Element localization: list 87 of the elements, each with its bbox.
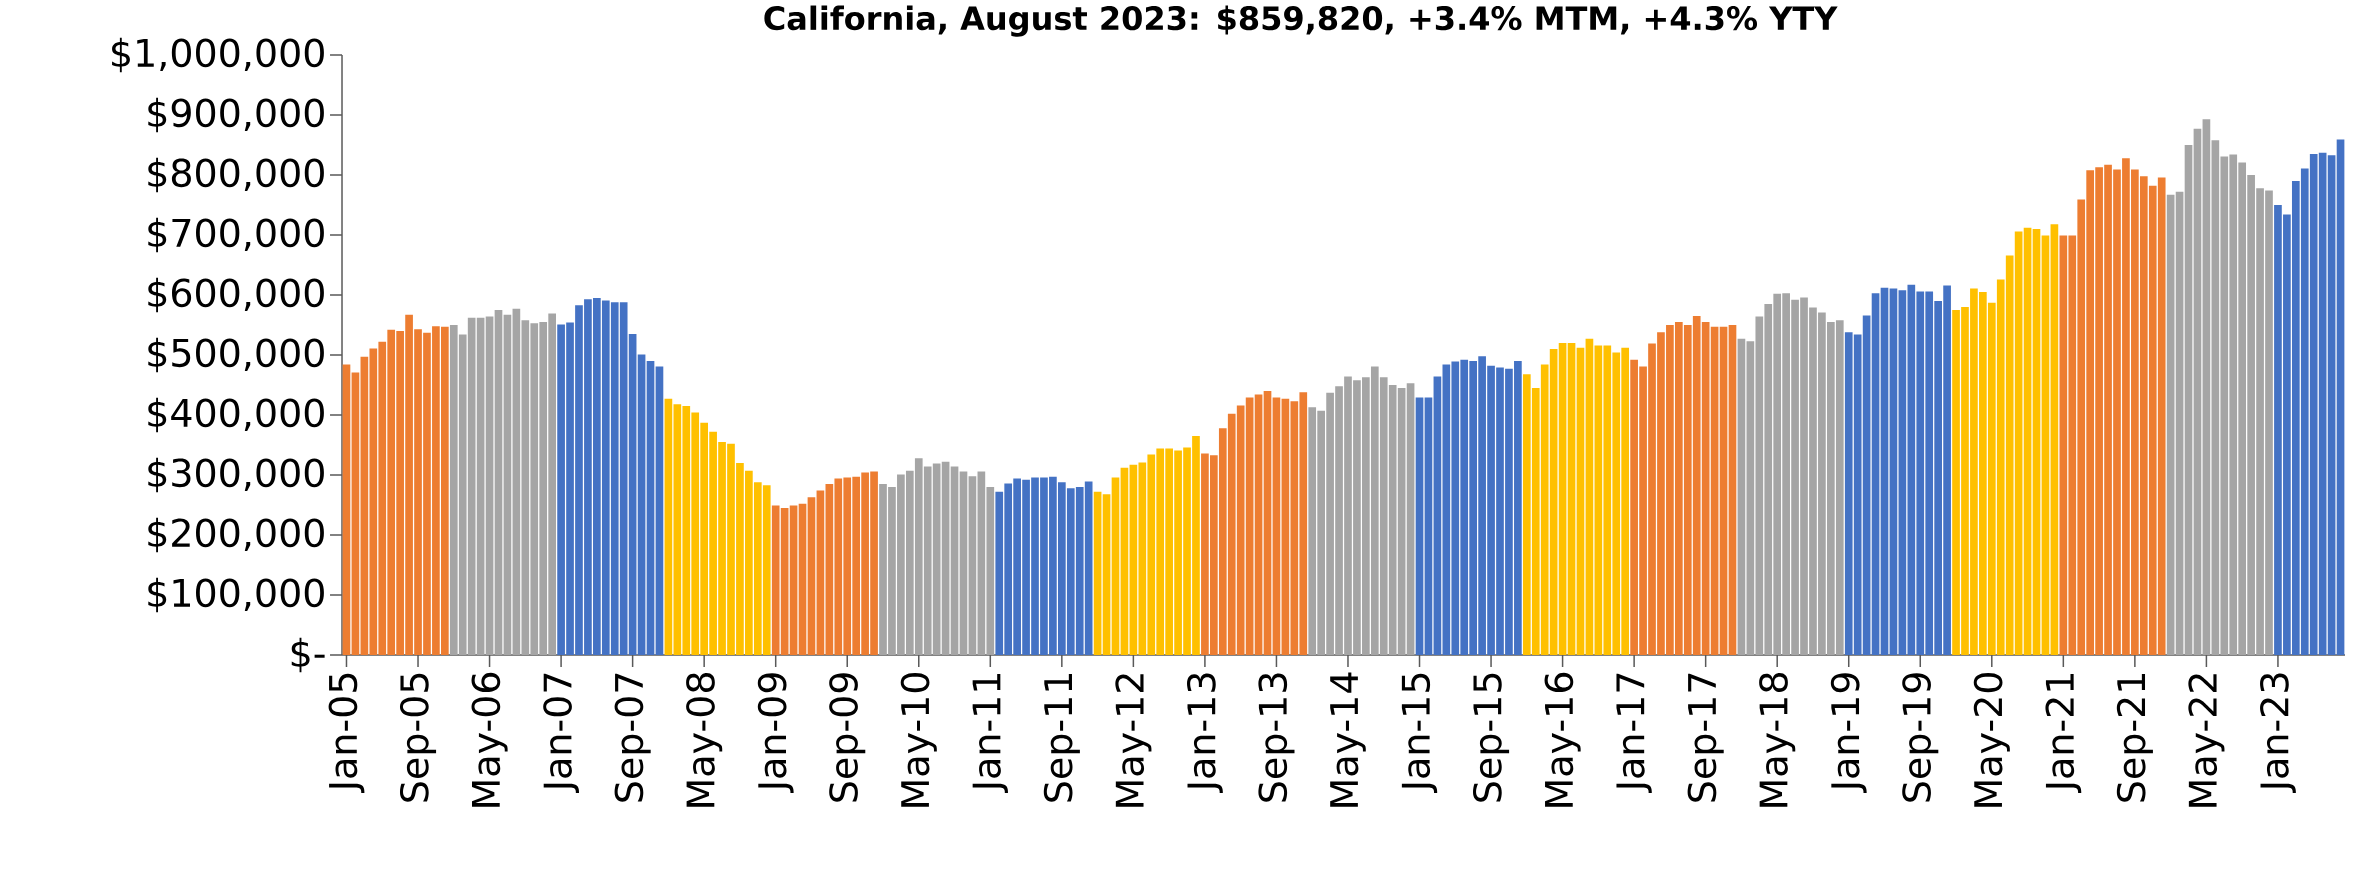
x-tick-label: Sep-13: [1258, 673, 1295, 802]
bar: [342, 364, 351, 655]
x-tick-label: Sep-15: [1473, 673, 1510, 802]
bar: [1889, 288, 1898, 655]
x-tick-label: Jan-13: [1187, 673, 1223, 794]
chart-title: California, August 2023: $859,820, +3.4% MTM, +4.3% YTY: [764, 5, 1838, 37]
bar: [2023, 227, 2032, 655]
y-tick-label: $200,000: [148, 517, 324, 553]
x-tick-label: Jan-07: [543, 673, 579, 794]
x-tick-label: May-14: [1330, 672, 1366, 807]
bar: [494, 309, 503, 655]
x-tick-label: Jan-21: [2045, 674, 2082, 794]
y-tick-label: $100,000: [148, 577, 324, 613]
x-tick-label: Jan-23: [2260, 673, 2296, 794]
x-tick-label: Jan-17: [1616, 673, 1652, 794]
bar: [807, 497, 816, 655]
bar: [485, 316, 494, 655]
bar: [1558, 342, 1567, 655]
y-tick-label: $900,000: [148, 97, 324, 133]
bar: [637, 354, 646, 655]
bar: [1254, 394, 1263, 655]
bar: [959, 471, 968, 655]
x-tick-label: Sep-17: [1687, 673, 1724, 802]
x-tick-label: Jan-05: [328, 673, 365, 794]
bar: [1728, 324, 1737, 655]
bar: [503, 314, 512, 655]
x-tick-label: May-10: [900, 673, 937, 807]
x-tick-label: Sep-21: [2116, 674, 2153, 802]
bar: [655, 366, 664, 655]
bar: [2175, 191, 2184, 655]
bar: [798, 503, 807, 655]
x-tick-label: Jan-09: [757, 673, 794, 794]
bar: [2166, 194, 2175, 655]
bar: [1424, 397, 1433, 655]
x-tick-label: Sep-09: [829, 673, 866, 802]
x-tick-label: Jan-11: [972, 674, 1008, 794]
bar: [968, 476, 977, 655]
y-tick-label: $700,000: [148, 217, 324, 253]
bar: [941, 461, 950, 655]
bar: [1272, 397, 1281, 655]
bar: [1263, 390, 1272, 655]
y-tick-label: $1,000,000: [112, 37, 324, 73]
x-tick-label: Sep-11: [1043, 674, 1080, 802]
x-tick-label: May-22: [2188, 674, 2225, 807]
x-tick-label: May-20: [1973, 673, 2010, 807]
x-tick-label: May-16: [1544, 672, 1581, 807]
bar: [2184, 144, 2193, 655]
bar: [1880, 287, 1889, 655]
bar: [816, 490, 825, 655]
x-tick-label: May-18: [1759, 673, 1796, 807]
bar: [2336, 139, 2345, 655]
bar: [2327, 155, 2336, 655]
y-tick-label: $500,000: [148, 337, 324, 373]
bar: [351, 372, 360, 655]
x-tick-label: Jan-19: [1830, 673, 1867, 794]
x-tick-label: Sep-05: [399, 673, 437, 802]
bar: [1719, 326, 1728, 655]
y-tick-label: $300,000: [148, 457, 324, 493]
bar: [1585, 338, 1594, 655]
bar: [1737, 338, 1746, 655]
bar: [789, 505, 798, 655]
y-tick-label: $600,000: [148, 277, 324, 313]
bar: [2202, 119, 2211, 655]
bar: [646, 360, 655, 655]
x-tick-label: Sep-19: [1902, 673, 1939, 802]
bar: [1111, 477, 1120, 655]
x-tick-label: May-08: [686, 673, 723, 807]
bar: [1120, 467, 1129, 655]
bar: [1567, 342, 1576, 655]
y-tick-label: $400,000: [148, 397, 324, 433]
y-tick-label: $800,000: [148, 157, 324, 193]
bar: [1415, 397, 1424, 655]
bar: [2041, 235, 2050, 655]
bar: [950, 466, 959, 655]
x-tick-label: Jan-15: [1401, 673, 1438, 794]
bar: [1871, 293, 1880, 655]
bar: [2050, 224, 2059, 655]
x-tick-label: Sep-07: [614, 673, 651, 802]
bar: [1406, 383, 1415, 655]
bar: [1093, 491, 1102, 655]
x-tick-label: May-06: [471, 672, 508, 807]
bar: [2032, 228, 2041, 655]
bar: [1102, 494, 1111, 655]
bar: [2193, 128, 2202, 655]
y-tick-label: $-: [291, 637, 325, 673]
bar: [1576, 347, 1585, 655]
x-tick-label: May-12: [1115, 674, 1152, 807]
